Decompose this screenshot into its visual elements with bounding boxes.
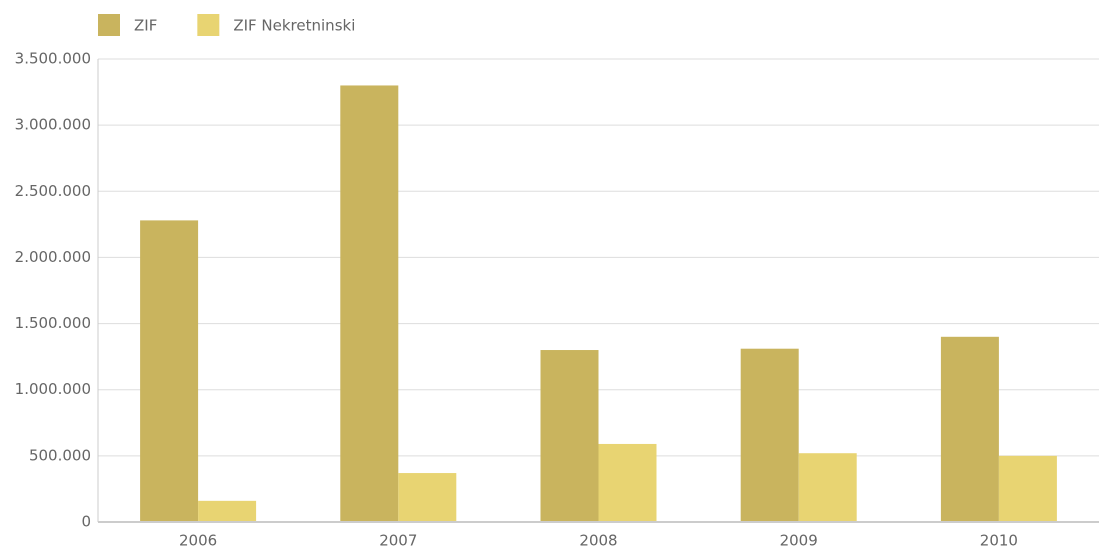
bar: [340, 85, 399, 522]
x-tick-label: 2007: [379, 532, 417, 550]
legend-swatch: [197, 14, 220, 36]
bar: [798, 453, 857, 522]
y-tick-label: 3.500.000: [15, 50, 91, 68]
y-tick-label: 0: [81, 513, 91, 531]
legend-swatch: [98, 14, 120, 36]
bar: [598, 443, 657, 522]
x-tick-label: 2008: [579, 532, 617, 550]
bar: [740, 348, 799, 522]
bar: [540, 350, 599, 522]
y-tick-label: 2.500.000: [15, 182, 91, 200]
x-tick-label: 2010: [980, 532, 1018, 550]
y-tick-label: 3.000.000: [15, 116, 91, 134]
bar: [198, 500, 257, 522]
x-tick-label: 2009: [780, 532, 818, 550]
legend-label: ZIF: [134, 17, 157, 35]
y-tick-label: 1.500.000: [15, 314, 91, 332]
bar: [398, 473, 457, 522]
y-tick-label: 2.000.000: [15, 248, 91, 266]
y-tick-label: 500.000: [29, 446, 91, 464]
legend-label: ZIF Nekretninski: [233, 17, 355, 35]
bar: [998, 455, 1057, 522]
bar: [140, 220, 199, 523]
y-tick-label: 1.000.000: [15, 380, 91, 398]
bar: [940, 336, 999, 522]
x-tick-label: 2006: [179, 532, 217, 550]
